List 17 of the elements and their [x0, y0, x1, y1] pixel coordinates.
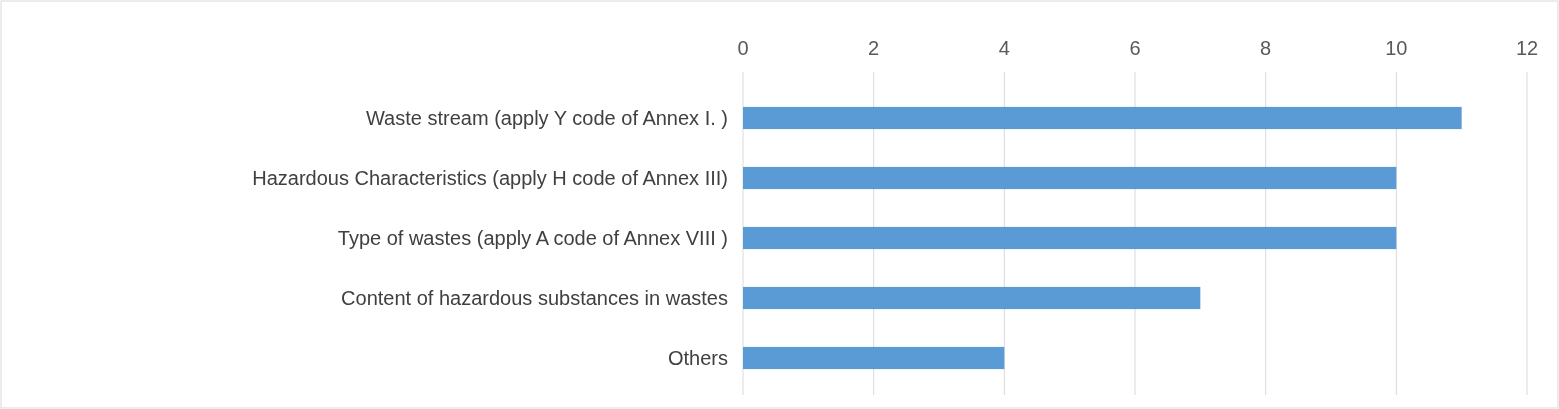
bar	[743, 346, 1005, 370]
x-tick-label: 8	[1260, 37, 1272, 59]
bar	[743, 106, 1462, 130]
y-tick-label: Others	[667, 347, 728, 369]
bar	[743, 166, 1397, 190]
x-tick-label: 12	[1515, 37, 1539, 59]
x-tick-label: 4	[998, 37, 1010, 59]
bar	[743, 286, 1201, 310]
x-tick-label: 0	[737, 37, 749, 59]
y-tick-label: Waste stream (apply Y code of Annex I. )	[365, 107, 728, 129]
y-tick-label: Type of wastes (apply A code of Annex VIII )	[337, 227, 728, 249]
x-tick-label: 10	[1385, 37, 1408, 59]
y-tick-label: Content of hazardous substances in wastes	[341, 287, 728, 309]
y-tick-label: Hazardous Characteristics (apply H code of Annex III)	[252, 167, 728, 189]
bar	[743, 226, 1397, 250]
x-tick-label: 6	[1129, 37, 1141, 59]
x-tick-label: 2	[868, 37, 880, 59]
